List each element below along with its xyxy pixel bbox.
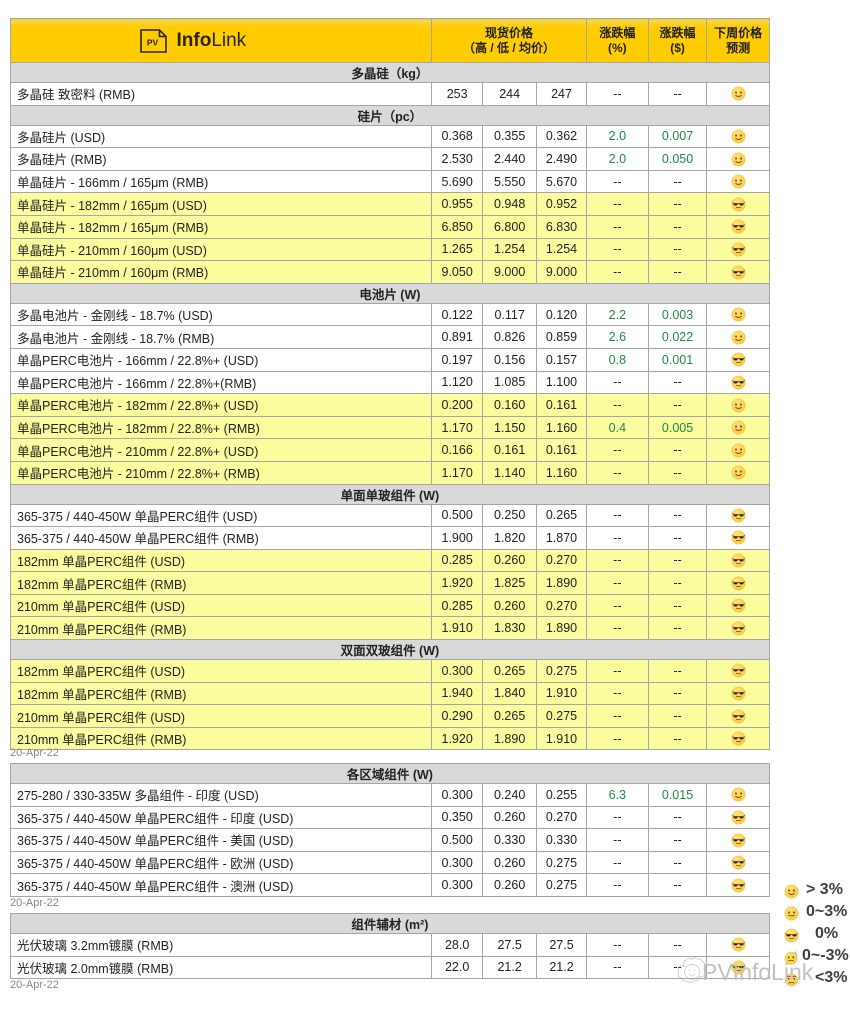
svg-text:PV: PV <box>147 37 159 47</box>
